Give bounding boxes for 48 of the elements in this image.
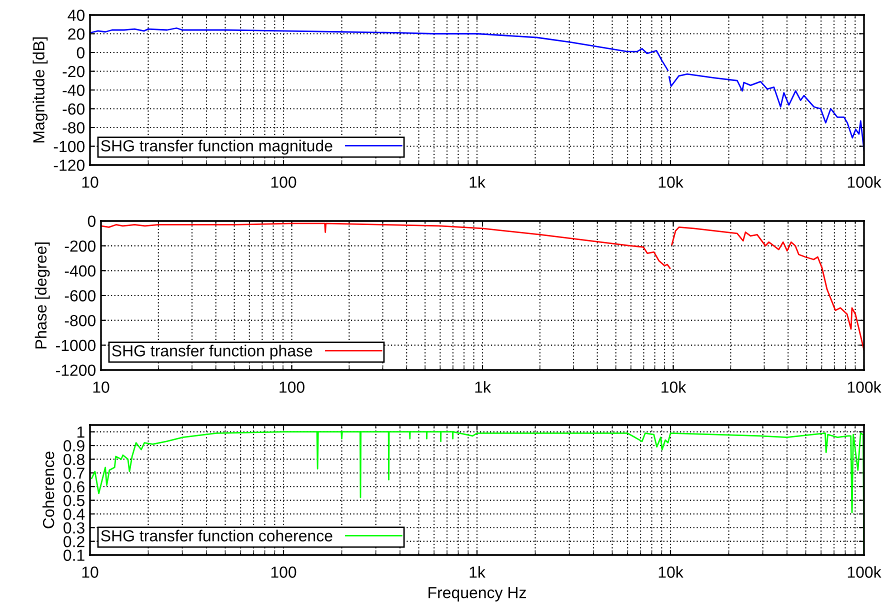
y-tick-label: -1000 xyxy=(56,340,96,352)
y-tick-label: -400 xyxy=(64,265,96,277)
y-tick-label: 1 xyxy=(77,426,84,438)
y-tick-label: 0.3 xyxy=(64,522,84,534)
y-tick-label: 0 xyxy=(76,47,85,58)
x-tick-label: 10 xyxy=(93,382,110,393)
y-tick-label: -600 xyxy=(64,290,96,302)
y-tick-label: -120 xyxy=(54,160,85,171)
y-tick-label: 0.4 xyxy=(64,508,85,520)
y-tick-label: 0.7 xyxy=(64,468,84,479)
y-tick-label: 0 xyxy=(88,216,96,227)
x-tick-label: 10 xyxy=(82,176,98,188)
y-axis-title: Magnitude [dB] xyxy=(32,37,48,142)
legend-label: SHG transfer function coherence xyxy=(101,530,332,542)
y-tick-label: 0.8 xyxy=(64,454,84,466)
y-tick-label: 0.6 xyxy=(64,481,84,493)
y-axis-title: Phase [degree] xyxy=(34,242,50,348)
y-tick-label: -100 xyxy=(54,140,85,152)
x-tick-label: 1k xyxy=(470,566,486,578)
x-tick-label: 100 xyxy=(271,176,296,188)
y-tick-label: 40 xyxy=(68,10,85,21)
x-tick-label: 1k xyxy=(475,381,491,393)
y-tick-label: 0.2 xyxy=(64,536,84,548)
y-tick-label: -800 xyxy=(64,314,96,326)
legend-label: SHG transfer function phase xyxy=(112,344,312,360)
y-tick-label: -60 xyxy=(62,103,85,115)
x-tick-label: 100k xyxy=(848,566,882,578)
y-tick-label: -80 xyxy=(62,122,85,134)
x-tick-label: 100 xyxy=(280,382,304,393)
legend-label: SHG transfer function magnitude xyxy=(101,140,332,155)
x-tick-label: 1k xyxy=(470,176,486,188)
x-tick-label: 10 xyxy=(82,566,98,578)
y-tick-label: -1200 xyxy=(56,364,96,376)
x-tick-label: 100 xyxy=(271,566,296,578)
y-tick-label: -40 xyxy=(62,84,85,96)
x-tick-label: 10k xyxy=(662,381,686,393)
y-tick-label: 0.5 xyxy=(64,494,84,506)
x-tick-label: 10k xyxy=(658,176,684,188)
x-tick-label: 100k xyxy=(848,176,882,188)
x-tick-label: 100k xyxy=(848,381,882,393)
y-tick-label: -20 xyxy=(62,66,85,78)
y-tick-label: 0.1 xyxy=(64,550,84,561)
y-tick-label: 0.9 xyxy=(64,440,84,452)
x-tick-label: 10k xyxy=(658,566,684,578)
y-axis-title: Coherence xyxy=(42,452,54,528)
y-tick-label: 20 xyxy=(68,28,85,40)
x-axis-title: Frequency Hz xyxy=(428,587,526,602)
y-tick-label: -200 xyxy=(64,240,96,252)
